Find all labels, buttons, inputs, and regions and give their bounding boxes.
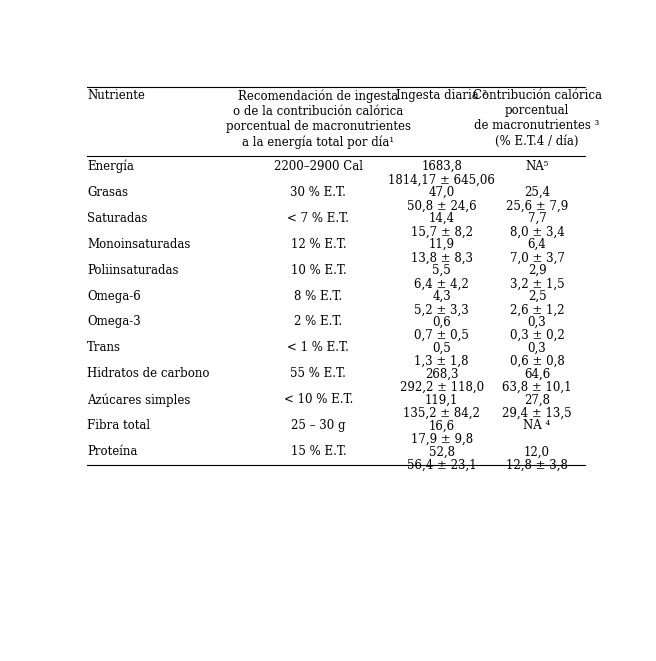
Text: 11,9: 11,9 <box>428 237 455 251</box>
Text: 0,7 ± 0,5: 0,7 ± 0,5 <box>414 329 469 342</box>
Text: 2 % E.T.: 2 % E.T. <box>295 315 342 329</box>
Text: Monoinsaturadas: Monoinsaturadas <box>87 237 190 251</box>
Text: 63,8 ± 10,1: 63,8 ± 10,1 <box>502 381 572 394</box>
Text: Omega-3: Omega-3 <box>87 315 141 329</box>
Text: < 1 % E.T.: < 1 % E.T. <box>287 342 350 354</box>
Text: 14,4: 14,4 <box>428 212 455 225</box>
Text: 0,6 ± 0,8: 0,6 ± 0,8 <box>510 355 564 368</box>
Text: Saturadas: Saturadas <box>87 212 148 225</box>
Text: 0,3: 0,3 <box>527 342 546 354</box>
Text: Ingesta diaria ²: Ingesta diaria ² <box>396 89 487 102</box>
Text: NA ⁴: NA ⁴ <box>523 419 550 432</box>
Text: 27,8: 27,8 <box>524 393 550 407</box>
Text: 13,8 ± 8,3: 13,8 ± 8,3 <box>411 251 473 264</box>
Text: 2,9: 2,9 <box>527 264 546 276</box>
Text: 2,5: 2,5 <box>527 290 546 303</box>
Text: 29,4 ± 13,5: 29,4 ± 13,5 <box>502 407 572 420</box>
Text: Trans: Trans <box>87 342 121 354</box>
Text: 55 % E.T.: 55 % E.T. <box>291 368 346 380</box>
Text: 8 % E.T.: 8 % E.T. <box>295 290 342 303</box>
Text: 64,6: 64,6 <box>524 368 550 380</box>
Text: Hidratos de carbono: Hidratos de carbono <box>87 368 209 380</box>
Text: 30 % E.T.: 30 % E.T. <box>291 186 346 199</box>
Text: 50,8 ± 24,6: 50,8 ± 24,6 <box>407 200 476 212</box>
Text: Proteína: Proteína <box>87 446 138 458</box>
Text: 0,3: 0,3 <box>527 315 546 329</box>
Text: 12 % E.T.: 12 % E.T. <box>291 237 346 251</box>
Text: 1,3 ± 1,8: 1,3 ± 1,8 <box>415 355 469 368</box>
Text: 0,3 ± 0,2: 0,3 ± 0,2 <box>510 329 564 342</box>
Text: Grasas: Grasas <box>87 186 128 199</box>
Text: 47,0: 47,0 <box>428 186 455 199</box>
Text: 6,4 ± 4,2: 6,4 ± 4,2 <box>415 278 469 290</box>
Text: 12,8 ± 3,8: 12,8 ± 3,8 <box>506 459 568 472</box>
Text: 15 % E.T.: 15 % E.T. <box>291 446 346 458</box>
Text: Energía: Energía <box>87 160 134 173</box>
Text: 4,3: 4,3 <box>432 290 451 303</box>
Text: 5,5: 5,5 <box>432 264 451 276</box>
Text: 25 – 30 g: 25 – 30 g <box>291 419 346 432</box>
Text: 25,4: 25,4 <box>524 186 550 199</box>
Text: 25,6 ± 7,9: 25,6 ± 7,9 <box>506 200 568 212</box>
Text: Azúcares simples: Azúcares simples <box>87 393 190 407</box>
Text: Fibra total: Fibra total <box>87 419 150 432</box>
Text: 10 % E.T.: 10 % E.T. <box>291 264 346 276</box>
Text: Poliinsaturadas: Poliinsaturadas <box>87 264 178 276</box>
Text: Omega-6: Omega-6 <box>87 290 141 303</box>
Text: 16,6: 16,6 <box>428 419 455 432</box>
Text: 1683,8: 1683,8 <box>421 160 462 173</box>
Text: 2200–2900 Cal: 2200–2900 Cal <box>274 160 363 173</box>
Text: 7,7: 7,7 <box>527 212 546 225</box>
Text: 268,3: 268,3 <box>425 368 459 380</box>
Text: 0,6: 0,6 <box>432 315 451 329</box>
Text: 17,9 ± 9,8: 17,9 ± 9,8 <box>411 433 473 446</box>
Text: 5,2 ± 3,3: 5,2 ± 3,3 <box>415 303 469 316</box>
Text: 56,4 ± 23,1: 56,4 ± 23,1 <box>407 459 476 472</box>
Text: Recomendación de ingesta
o de la contribución calórica
porcentual de macronutrie: Recomendación de ingesta o de la contrib… <box>226 89 411 149</box>
Text: 3,2 ± 1,5: 3,2 ± 1,5 <box>510 278 564 290</box>
Text: < 7 % E.T.: < 7 % E.T. <box>287 212 350 225</box>
Text: 7,0 ± 3,7: 7,0 ± 3,7 <box>510 251 564 264</box>
Text: Contribución calórica
porcentual
de macronutrientes ³
(% E.T.4 / día): Contribución calórica porcentual de macr… <box>472 89 602 147</box>
Text: 6,4: 6,4 <box>527 237 546 251</box>
Text: 135,2 ± 84,2: 135,2 ± 84,2 <box>403 407 480 420</box>
Text: 292,2 ± 118,0: 292,2 ± 118,0 <box>400 381 483 394</box>
Text: 15,7 ± 8,2: 15,7 ± 8,2 <box>411 225 473 239</box>
Text: < 10 % E.T.: < 10 % E.T. <box>283 393 353 407</box>
Text: 52,8: 52,8 <box>428 446 455 458</box>
Text: 1814,17 ± 645,06: 1814,17 ± 645,06 <box>388 173 495 186</box>
Text: NA⁵: NA⁵ <box>525 160 548 173</box>
Text: 8,0 ± 3,4: 8,0 ± 3,4 <box>510 225 564 239</box>
Text: 2,6 ± 1,2: 2,6 ± 1,2 <box>510 303 564 316</box>
Text: 12,0: 12,0 <box>524 446 550 458</box>
Text: 119,1: 119,1 <box>425 393 459 407</box>
Text: Nutriente: Nutriente <box>87 89 145 102</box>
Text: 0,5: 0,5 <box>432 342 451 354</box>
